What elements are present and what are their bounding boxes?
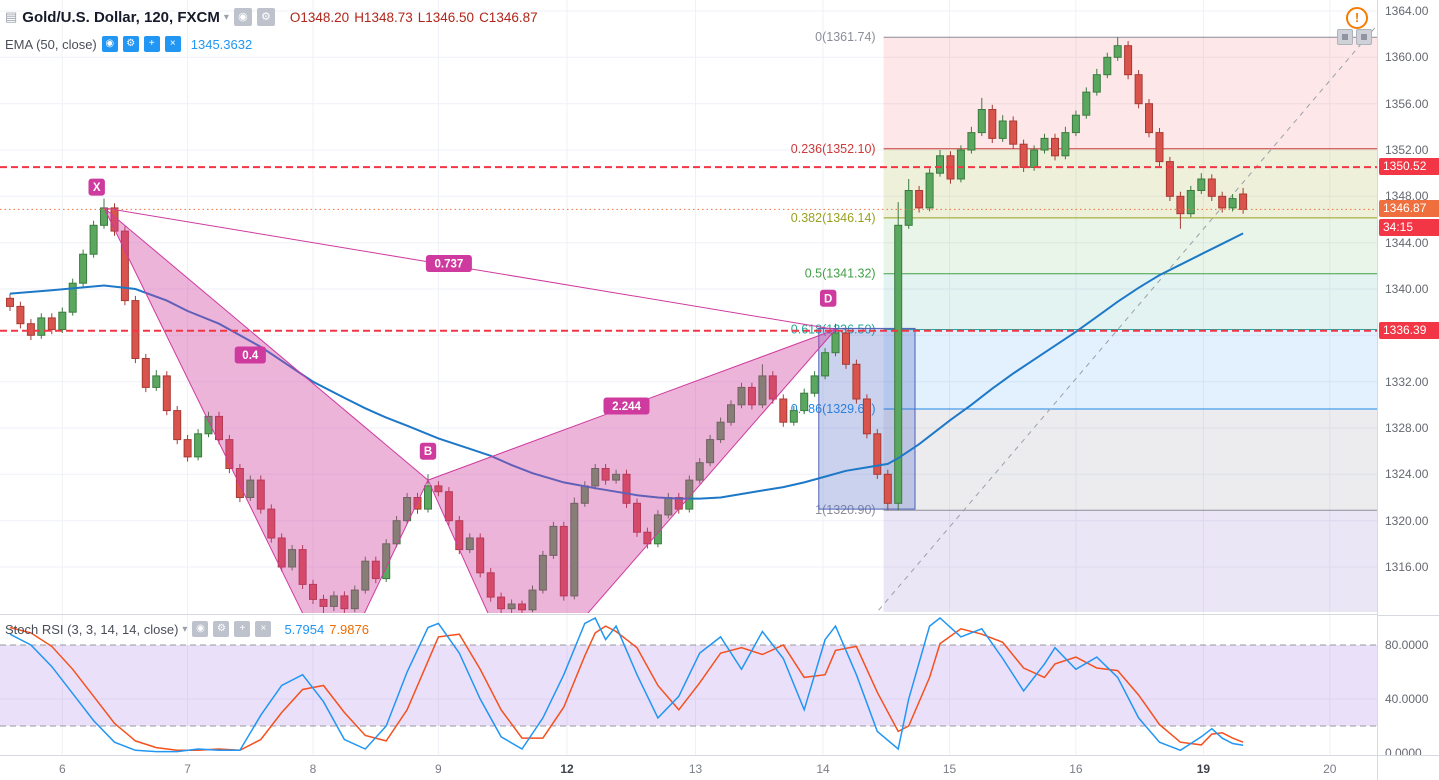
fib-zone-button-2[interactable] — [1356, 29, 1372, 45]
close-icon[interactable]: × — [164, 36, 181, 52]
plus-glyph: + — [239, 623, 246, 634]
svg-text:0.786(1329.64): 0.786(1329.64) — [791, 402, 876, 416]
price-axis-label: 1328.00 — [1385, 421, 1429, 435]
svg-text:0.382(1346.14): 0.382(1346.14) — [791, 211, 876, 225]
stoch-pane — [0, 616, 1377, 753]
svg-text:X: X — [93, 182, 101, 194]
price-axis-label: 1316.00 — [1385, 560, 1429, 574]
stoch-d-value: 7.9876 — [329, 621, 369, 637]
main-pane: 0(1361.74) 0.236(1352.10) 0.382(1346.14) 0.… — [0, 24, 1377, 689]
eye-glyph: ◉ — [105, 38, 115, 49]
add-icon[interactable]: + — [234, 621, 251, 637]
stoch-label[interactable]: Stoch RSI (3, 3, 14, 14, close) — [5, 621, 179, 637]
pattern-label[interactable]: D — [820, 289, 837, 307]
time-axis-label: 14 — [816, 762, 830, 776]
svg-text:0.4: 0.4 — [242, 350, 259, 362]
time-axis-label: 8 — [309, 762, 317, 776]
stoch-axis-label: 40.0000 — [1385, 692, 1429, 706]
ema-line — [9, 232, 1244, 500]
time-axis-label: 16 — [1069, 762, 1083, 776]
low-value: L1346.50 — [417, 9, 475, 25]
chevron-down-icon[interactable]: ▾ — [182, 623, 188, 635]
gear-glyph: ⚙ — [216, 623, 226, 634]
price-axis-label: 1340.00 — [1385, 282, 1429, 296]
symbol-title[interactable]: Gold/U.S. Dollar, 120, FXCM — [22, 8, 220, 26]
chart-layout-icon: ▤ — [5, 9, 18, 24]
eye-icon[interactable]: ◉ — [192, 621, 209, 637]
fib-zone-button-1[interactable] — [1337, 29, 1353, 45]
svg-text:0(1361.74): 0(1361.74) — [815, 30, 875, 44]
eye-glyph: ◉ — [238, 10, 248, 23]
countdown-tag: 34:15 — [1379, 218, 1439, 236]
svg-text:0.236(1352.10): 0.236(1352.10) — [791, 142, 876, 156]
pattern-label[interactable]: B — [419, 442, 437, 460]
time-axis-label: 20 — [1323, 762, 1337, 776]
svg-text:0.737: 0.737 — [435, 259, 464, 271]
symbol-legend: ▤ Gold/U.S. Dollar, 120, FXCM ▾ ◉ ⚙ O134… — [5, 8, 538, 26]
chart-canvas[interactable]: 0(1361.74) 0.236(1352.10) 0.382(1346.14) 0.… — [0, 0, 1377, 755]
ema-legend: EMA (50, close) ◉ ⚙ + × 1345.3632 — [5, 36, 252, 52]
pane-divider — [1378, 614, 1439, 616]
pattern-label[interactable]: 0.4 — [234, 346, 266, 364]
open-value: O1348.20 — [289, 9, 350, 25]
close-icon[interactable]: × — [255, 621, 272, 637]
alert-icon[interactable]: ! — [1346, 7, 1368, 29]
svg-text:0.5(1341.32): 0.5(1341.32) — [805, 267, 876, 281]
harmonic-pattern[interactable] — [103, 207, 836, 689]
price-axis-label: 1352.00 — [1385, 143, 1429, 157]
price-axis-label: 1324.00 — [1385, 467, 1429, 482]
price-axis-label: 1344.00 — [1385, 235, 1429, 250]
price-axis-label: 1356.00 — [1385, 96, 1429, 111]
price-axis-label: 1332.00 — [1385, 374, 1429, 389]
price-axis-label: 1360.00 — [1385, 50, 1429, 65]
gear-icon[interactable]: ⚙ — [213, 621, 230, 637]
gear-icon[interactable]: ⚙ — [122, 36, 139, 52]
high-value: H1348.73 — [354, 9, 413, 25]
time-axis-label: 19 — [1196, 762, 1211, 776]
svg-text:D: D — [824, 293, 832, 305]
close-value: C1346.87 — [479, 9, 538, 25]
current-price-tag: 1346.87 — [1379, 200, 1439, 218]
svg-text:1(1320.90): 1(1320.90) — [815, 503, 875, 517]
add-icon[interactable]: + — [143, 36, 160, 52]
time-axis-label: 15 — [942, 762, 957, 776]
time-axis-label: 13 — [688, 762, 703, 776]
ema-value: 1345.3632 — [190, 36, 253, 52]
eye-icon[interactable]: ◉ — [233, 8, 252, 26]
time-axis-label: 12 — [560, 762, 574, 776]
close-glyph: × — [169, 38, 176, 49]
price-line-tag-1336: 1336.39 — [1379, 321, 1439, 339]
price-line-tag-1350: 1350.52 — [1379, 158, 1439, 176]
price-axis-label: 1364.00 — [1385, 4, 1429, 18]
time-axis-label: 6 — [58, 762, 66, 776]
price-axis[interactable]: 1364.00 1360.00 1356.00 1352.00 1348.00 1344.… — [1377, 0, 1439, 760]
chevron-down-icon[interactable]: ▾ — [223, 11, 229, 23]
eye-icon[interactable]: ◉ — [101, 36, 118, 52]
svg-text:2.244: 2.244 — [612, 401, 641, 413]
gear-glyph: ⚙ — [260, 10, 271, 23]
pattern-label[interactable]: 2.244 — [603, 397, 650, 415]
axis-corner — [1377, 755, 1439, 780]
ema-label[interactable]: EMA (50, close) — [5, 36, 97, 52]
pattern-label[interactable]: 0.737 — [425, 255, 472, 272]
stoch-axis-label: 80.0000 — [1385, 638, 1429, 652]
candlestick-series — [6, 37, 1248, 613]
svg-text:B: B — [424, 446, 432, 458]
stoch-k-value: 5.7954 — [284, 621, 325, 637]
gear-glyph: ⚙ — [126, 38, 136, 49]
gear-icon[interactable]: ⚙ — [256, 8, 275, 26]
time-axis[interactable]: 6 7 8 9 12 13 14 15 16 19 20 — [0, 755, 1377, 780]
pattern-label[interactable]: X — [88, 178, 105, 196]
eye-glyph: ◉ — [196, 623, 205, 634]
time-axis-label: 7 — [184, 762, 191, 776]
stoch-k-line — [9, 616, 1244, 753]
time-axis-label: 9 — [435, 762, 442, 776]
stoch-legend: Stoch RSI (3, 3, 14, 14, close) ▾ ◉ ⚙ + … — [5, 621, 369, 637]
plus-glyph: + — [148, 38, 155, 49]
close-glyph: × — [260, 623, 267, 634]
price-axis-label: 1320.00 — [1385, 513, 1429, 528]
price-axis-label: 1348.00 — [1385, 189, 1429, 204]
